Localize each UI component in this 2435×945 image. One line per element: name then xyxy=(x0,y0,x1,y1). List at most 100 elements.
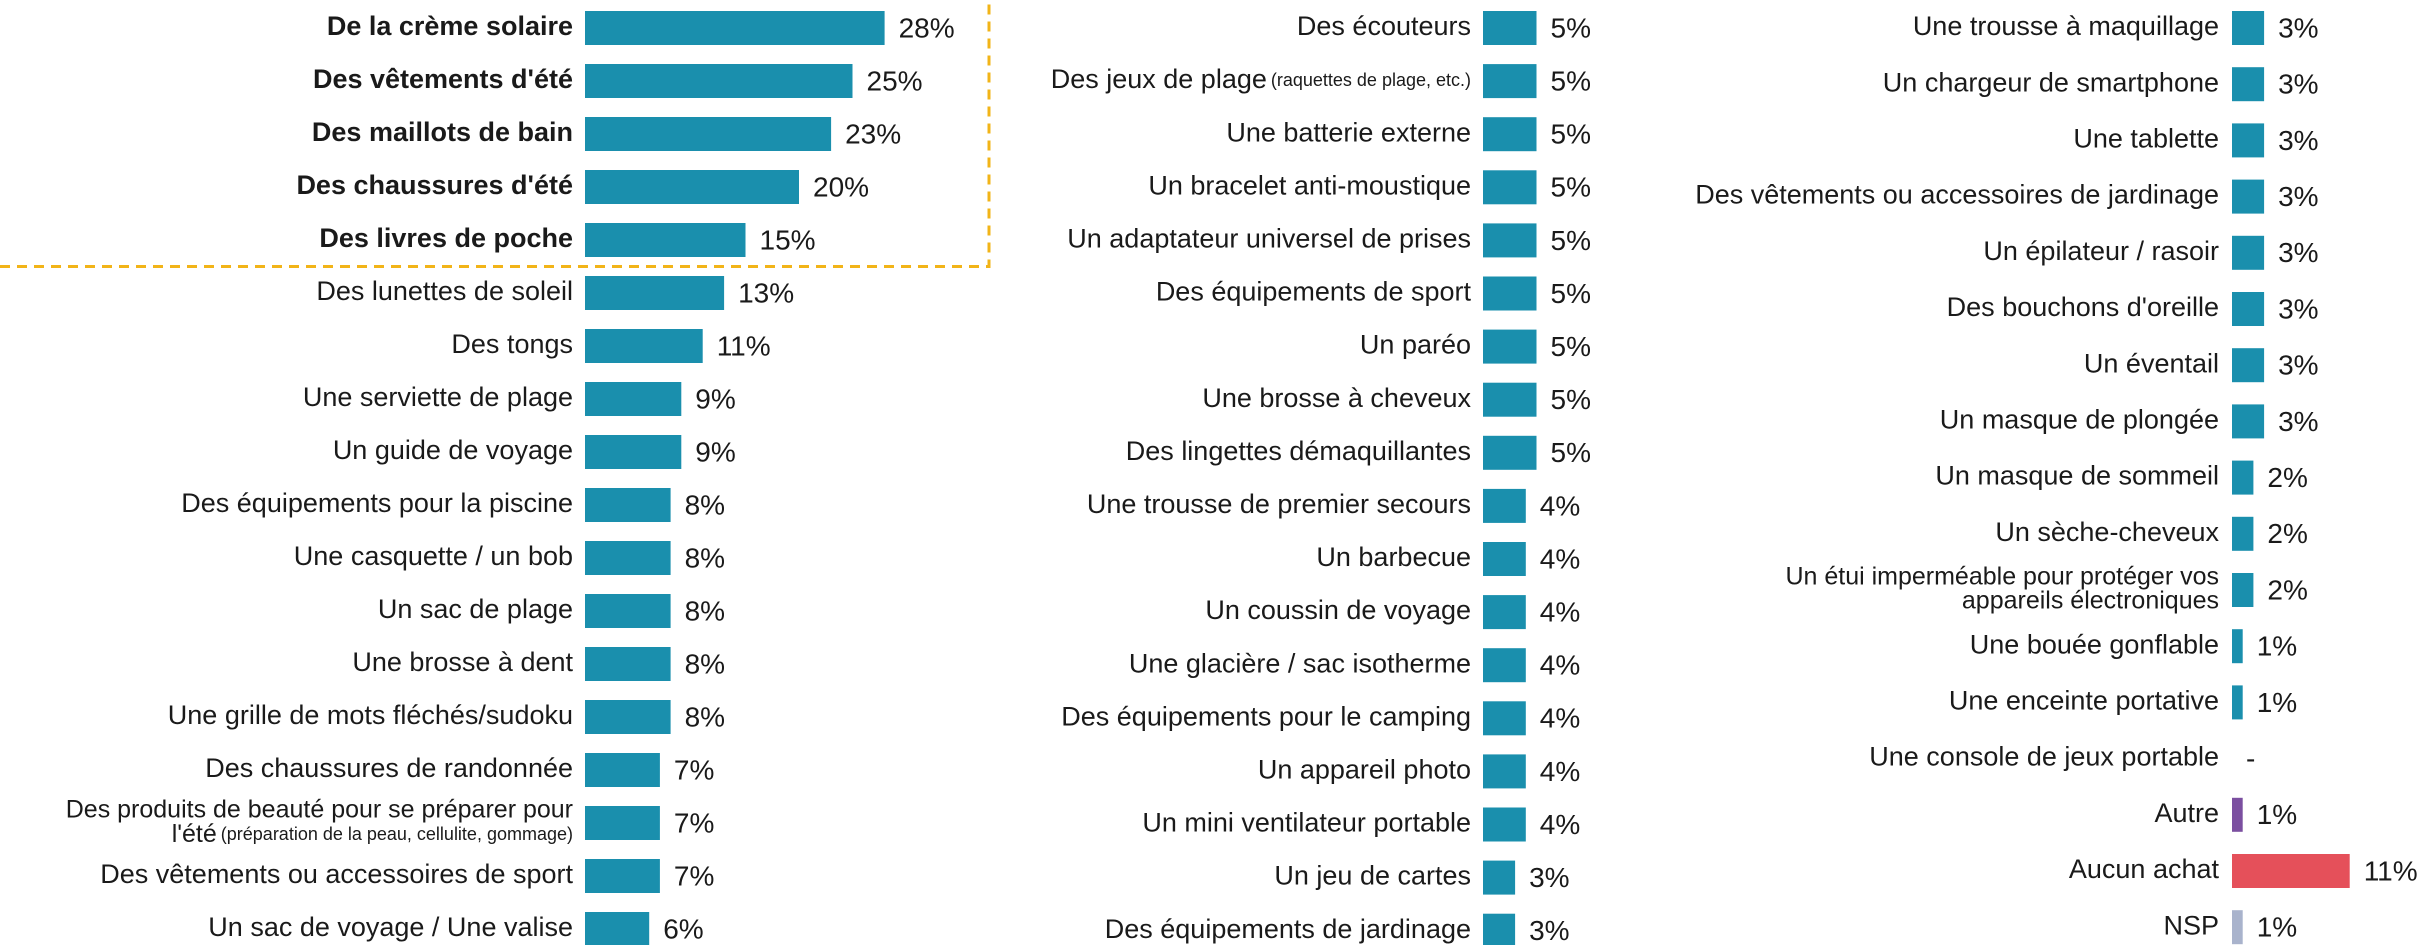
category-note: (préparation de la peau, cellulite, gomm… xyxy=(221,824,573,844)
bar xyxy=(1483,329,1537,364)
category-label: Une trousse de premier secours xyxy=(1087,489,1471,519)
bar xyxy=(2232,629,2243,664)
bar xyxy=(2232,910,2243,945)
value-label: 3% xyxy=(2278,237,2318,268)
value-label: 8% xyxy=(685,701,725,732)
value-label: 6% xyxy=(663,913,703,944)
bar xyxy=(585,647,671,681)
category-label: Des équipements de jardinage xyxy=(1105,914,1471,944)
bar xyxy=(1483,117,1537,152)
category-label: Des jeux de plage (raquettes de plage, et… xyxy=(1051,64,1471,94)
value-label: 1% xyxy=(2257,687,2297,718)
value-label: 2% xyxy=(2267,518,2307,549)
bar xyxy=(2232,292,2265,326)
bar xyxy=(2232,685,2243,720)
bar xyxy=(585,488,671,522)
value-label: 9% xyxy=(695,436,735,467)
category-label: Des équipements pour le camping xyxy=(1061,701,1471,731)
category-label: appareils électroniques xyxy=(1962,587,2219,615)
category-label: Une grille de mots fléchés/sudoku xyxy=(168,700,573,730)
category-label: Une trousse à maquillage xyxy=(1913,11,2219,41)
bar xyxy=(2232,516,2254,551)
value-label: 8% xyxy=(685,648,725,679)
category-label: Une console de jeux portable xyxy=(1869,742,2219,772)
bar xyxy=(585,170,799,204)
bar xyxy=(1483,223,1537,258)
value-label: 3% xyxy=(2278,69,2318,100)
highlight-box xyxy=(0,0,991,268)
bar xyxy=(1483,860,1516,895)
category-label: Un étui imperméable pour protéger vos xyxy=(1785,563,2219,591)
value-label: 13% xyxy=(738,277,794,308)
bar xyxy=(585,753,660,787)
category-label: Un masque de plongée xyxy=(1940,405,2219,435)
value-label: 5% xyxy=(1551,437,1591,468)
value-label: 15% xyxy=(760,224,816,255)
value-label: 5% xyxy=(1551,225,1591,256)
category-label: Des chaussures d'été xyxy=(296,170,573,200)
category-text: l'été xyxy=(172,820,217,848)
category-label: Des tongs xyxy=(451,329,573,359)
bar xyxy=(585,329,703,363)
category-label: Aucun achat xyxy=(2069,854,2220,884)
category-label: Des vêtements d'été xyxy=(313,64,573,94)
category-label: Des livres de poche xyxy=(319,223,573,253)
value-label: - xyxy=(2246,743,2255,774)
bar xyxy=(2232,348,2265,383)
bar xyxy=(585,541,671,575)
value-label: 2% xyxy=(2267,462,2307,493)
value-label: 7% xyxy=(674,754,714,785)
category-label: Un masque de sommeil xyxy=(1935,461,2219,491)
value-label: 8% xyxy=(685,542,725,573)
category-label: Des maillots de bain xyxy=(312,117,573,147)
bar xyxy=(585,11,885,45)
value-label: 5% xyxy=(1551,65,1591,96)
value-label: 5% xyxy=(1551,172,1591,203)
value-label: 5% xyxy=(1551,119,1591,150)
value-label: 28% xyxy=(899,12,955,43)
value-label: 11% xyxy=(717,330,771,361)
bar xyxy=(585,912,650,945)
value-label: 5% xyxy=(1551,12,1591,43)
category-label: Un coussin de voyage xyxy=(1205,595,1471,625)
category-label: Un paréo xyxy=(1360,330,1471,360)
bar xyxy=(2232,179,2265,214)
bar xyxy=(2232,123,2265,158)
bar xyxy=(1483,701,1526,736)
category-label: Un guide de voyage xyxy=(333,435,573,465)
category-label: Un sac de voyage / Une valise xyxy=(208,912,573,942)
value-label: 20% xyxy=(813,171,869,202)
value-label: 25% xyxy=(867,65,923,96)
value-label: 9% xyxy=(695,383,735,414)
category-label: Une enceinte portative xyxy=(1949,686,2219,716)
category-label: De la crème solaire xyxy=(327,11,573,41)
category-label: Une glacière / sac isotherme xyxy=(1129,648,1471,678)
bar xyxy=(2232,235,2265,270)
bar xyxy=(1483,382,1537,417)
category-label: Un appareil photo xyxy=(1258,755,1471,785)
value-label: 4% xyxy=(1540,809,1580,840)
bar xyxy=(1483,11,1537,45)
bar xyxy=(1483,648,1526,683)
category-label: Des produits de beauté pour se préparer … xyxy=(66,796,573,824)
category-label: Une casquette / un bob xyxy=(294,541,573,571)
category-label: Des équipements pour la piscine xyxy=(181,488,573,518)
value-label: 4% xyxy=(1540,490,1580,521)
bar xyxy=(2232,460,2254,495)
category-label: Une serviette de plage xyxy=(303,382,573,412)
bar xyxy=(2232,573,2254,607)
bar xyxy=(1483,64,1537,99)
value-label: 5% xyxy=(1551,278,1591,309)
bar xyxy=(1483,276,1537,311)
bar xyxy=(585,859,660,893)
value-label: 3% xyxy=(1529,915,1569,945)
category-label: Une brosse à dent xyxy=(352,647,573,677)
value-label: 3% xyxy=(2278,350,2318,381)
category-text: Des jeux de plage xyxy=(1051,64,1267,94)
value-label: 8% xyxy=(685,595,725,626)
value-label: 3% xyxy=(2278,12,2318,43)
category-label: Des équipements de sport xyxy=(1156,277,1472,307)
category-label: Des écouteurs xyxy=(1297,11,1471,41)
value-label: 7% xyxy=(674,807,714,838)
